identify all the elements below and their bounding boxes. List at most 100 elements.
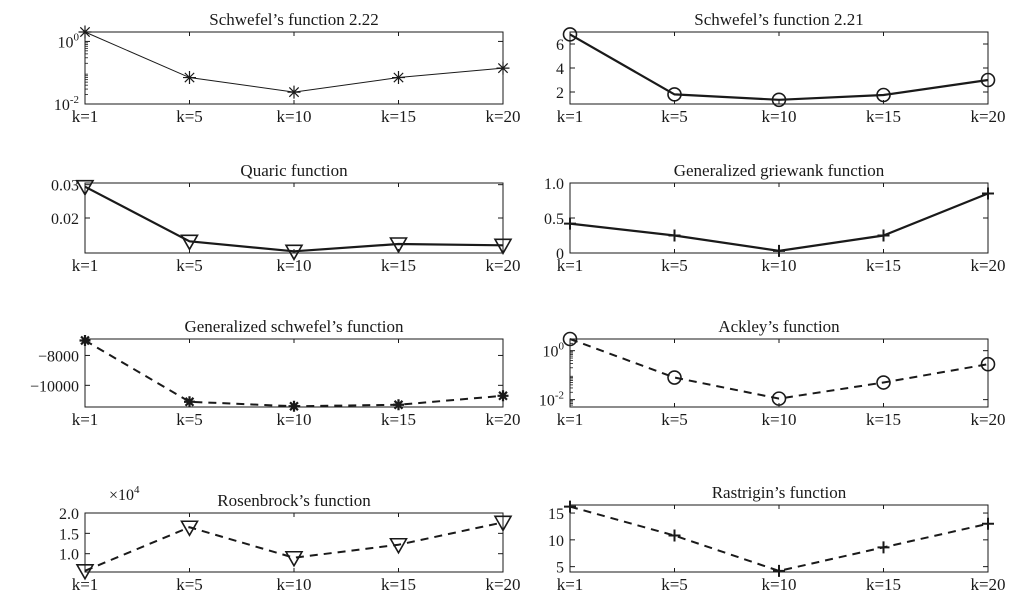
data-point (877, 541, 890, 554)
x-tick-label: k=10 (276, 575, 311, 594)
y-tick-label: −8000 (38, 348, 79, 365)
data-point (393, 399, 404, 411)
y-tick-label: 1.0 (544, 176, 564, 193)
data-point (79, 334, 91, 346)
data-point (771, 391, 787, 406)
y-tick-label: 10 (548, 533, 564, 550)
series-line (569, 33, 989, 101)
y-tick-label: 0.5 (544, 211, 564, 228)
data-point (562, 331, 578, 347)
series-line (84, 521, 504, 572)
series-line (569, 192, 989, 253)
data-point (284, 244, 304, 261)
data-point (389, 237, 408, 254)
x-tick-label: k=15 (866, 107, 901, 126)
chart-title: Ackley’s function (718, 317, 840, 336)
data-point (773, 244, 785, 257)
data-point (667, 87, 682, 102)
x-tick-label: k=20 (970, 575, 1005, 594)
data-point (876, 87, 891, 103)
chart-title: Generalized griewank function (674, 161, 885, 180)
data-point (876, 375, 891, 390)
data-point (668, 229, 681, 242)
chart-panel-7: Rosenbrock’s function k=1 k=5 k=10 k=15 k=20 2… (59, 484, 521, 594)
y-tick-label: 100 (543, 341, 565, 361)
data-point (877, 229, 890, 242)
data-point (180, 234, 199, 251)
x-tick-label: k=5 (661, 575, 688, 594)
y-tick-base: 10 (54, 97, 70, 114)
chart-title: Generalized schwefel’s function (184, 317, 404, 336)
data-point (982, 187, 994, 200)
chart-title: Rastrigin’s function (712, 483, 847, 502)
x-tick-label: k=10 (276, 256, 311, 275)
y-tick-label: −10000 (30, 378, 79, 395)
y-tick-label: 1.0 (59, 547, 79, 564)
data-point (668, 529, 681, 542)
data-point (180, 520, 199, 537)
data-point (564, 217, 576, 230)
chart-title: Quaric function (240, 161, 348, 180)
x-tick-label: k=10 (761, 256, 796, 275)
x-tick-label: k=1 (72, 256, 99, 275)
data-point (980, 356, 996, 372)
axes-box (569, 338, 989, 408)
x-tick-label: k=5 (176, 410, 203, 429)
data-point (287, 85, 301, 99)
x-tick-label: k=20 (970, 410, 1005, 429)
x-tick-label: k=10 (761, 575, 796, 594)
series-line (84, 185, 504, 253)
data-point (75, 563, 95, 581)
data-point (183, 71, 196, 85)
y-tick-base: 10 (543, 344, 559, 361)
y-tick-label: 5 (556, 560, 564, 577)
x-tick-label: k=15 (381, 107, 416, 126)
y-tick-label: 6 (556, 37, 564, 54)
y-tick-label: 10-2 (54, 94, 79, 114)
data-point (392, 71, 405, 85)
data-point (771, 92, 787, 108)
chart-panel-4: Generalized griewank function k=1 k=5 k=10 k… (544, 161, 1006, 275)
y-tick-base: 10 (58, 34, 74, 51)
data-point (497, 390, 509, 402)
y-tick-label: 2.0 (59, 506, 79, 523)
x-tick-label: k=15 (381, 575, 416, 594)
axes-box (84, 182, 504, 254)
data-point (667, 370, 682, 385)
x-tick-label: k=10 (761, 107, 796, 126)
x-tick-label: k=5 (661, 256, 688, 275)
x-tick-label: k=20 (970, 107, 1005, 126)
y-tick-label: 15 (548, 506, 564, 523)
x-tick-label: k=1 (557, 107, 584, 126)
x-tick-label: k=20 (970, 256, 1005, 275)
x-tick-label: k=1 (72, 575, 99, 594)
data-point (78, 25, 92, 39)
data-point (982, 517, 994, 530)
y-tick-label: 0.02 (51, 211, 79, 228)
x-tick-label: k=20 (485, 575, 520, 594)
x-tick-label: k=5 (176, 107, 203, 126)
x-tick-label: k=15 (381, 256, 416, 275)
series-line (569, 505, 989, 572)
axes-box (84, 512, 504, 573)
x-tick-label: k=20 (485, 107, 520, 126)
y-tick-label: 4 (556, 61, 564, 78)
x-tick-label: k=1 (557, 410, 584, 429)
chart-panel-2: Schwefel’s function 2.21 k=1 k=5 k=10 k=15 k=… (556, 10, 1006, 126)
data-point (496, 61, 510, 75)
chart-title: Schwefel’s function 2.21 (694, 10, 864, 29)
data-point (493, 238, 513, 255)
x-tick-label: k=1 (557, 256, 584, 275)
data-point (564, 500, 576, 513)
y-tick-base: 10 (539, 393, 555, 410)
x-tick-label: k=10 (276, 410, 311, 429)
data-point (288, 400, 300, 412)
data-point (75, 179, 95, 197)
data-point (284, 550, 304, 568)
data-point (980, 72, 996, 88)
x-tick-label: k=5 (661, 410, 688, 429)
series-line (84, 339, 504, 408)
chart-panel-1: Schwefel’s function 2.22 k=1 k=5 k=10 k=15 k=… (54, 10, 521, 126)
chart-panel-5: Generalized schwefel’s function k=1 k=5 k=1… (30, 317, 521, 429)
